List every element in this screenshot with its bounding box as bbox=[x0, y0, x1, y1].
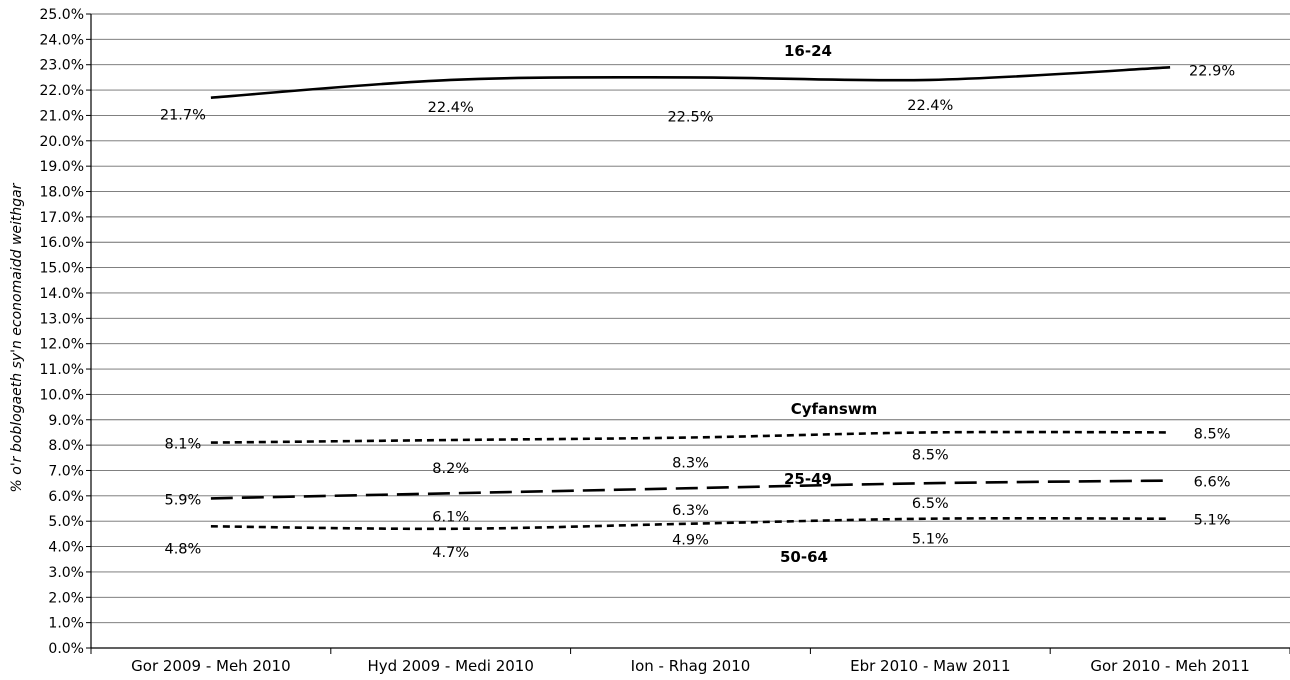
y-tick-label: 1.0% bbox=[48, 616, 84, 632]
series-name-label: 50-64 bbox=[780, 548, 828, 566]
y-tick-label: 6.0% bbox=[48, 489, 84, 505]
data-label: 4.8% bbox=[164, 541, 201, 557]
data-label: 6.3% bbox=[672, 503, 709, 519]
gridlines bbox=[91, 13, 1290, 624]
x-tick-label: Ion - Rhag 2010 bbox=[631, 657, 751, 675]
series-lines bbox=[210, 66, 1171, 531]
series-name-label: Cyfanswm bbox=[791, 400, 878, 418]
x-axis-ticks: Gor 2009 - Meh 2010 Hyd 2009 - Medi 2010 I… bbox=[131, 657, 1250, 675]
y-tick-label: 25.0% bbox=[40, 7, 84, 23]
y-tick-label: 13.0% bbox=[40, 311, 84, 327]
y-tick-label: 21.0% bbox=[40, 108, 84, 124]
y-tick-label: 24.0% bbox=[40, 32, 84, 48]
axes bbox=[86, 13, 1290, 654]
y-tick-label: 19.0% bbox=[40, 159, 84, 175]
data-label: 6.5% bbox=[912, 496, 949, 512]
series-line-16-24 bbox=[210, 66, 1171, 99]
x-tick-label: Ebr 2010 - Maw 2011 bbox=[850, 657, 1010, 675]
data-label: 5.1% bbox=[912, 532, 949, 548]
series-name-label: 16-24 bbox=[784, 42, 832, 60]
y-tick-label: 14.0% bbox=[40, 286, 84, 302]
data-label: 22.4% bbox=[907, 98, 953, 114]
series-names: 16-24 Cyfanswm 25-49 50-64 bbox=[780, 42, 877, 566]
series-line-25-49 bbox=[210, 479, 1171, 500]
data-label: 22.5% bbox=[667, 109, 713, 125]
y-tick-label: 5.0% bbox=[48, 514, 84, 530]
data-labels: 21.7% 22.4% 22.5% 22.4% 22.9% 8.1% 8.2% 8.3% 8.5… bbox=[160, 63, 1235, 561]
y-tick-label: 20.0% bbox=[40, 134, 84, 150]
data-label: 22.9% bbox=[1189, 63, 1235, 79]
y-tick-label: 4.0% bbox=[48, 540, 84, 556]
y-axis-title: % o'r boblogaeth sy'n economaidd weithga… bbox=[9, 182, 25, 492]
data-label: 5.9% bbox=[164, 492, 201, 508]
data-label: 6.1% bbox=[432, 509, 469, 525]
y-tick-label: 11.0% bbox=[40, 362, 84, 378]
y-tick-label: 2.0% bbox=[48, 590, 84, 606]
data-label: 4.7% bbox=[432, 545, 469, 561]
data-label: 22.4% bbox=[428, 100, 474, 116]
y-tick-label: 17.0% bbox=[40, 210, 84, 226]
data-label: 21.7% bbox=[160, 108, 206, 124]
y-tick-label: 7.0% bbox=[48, 463, 84, 479]
y-tick-label: 8.0% bbox=[48, 438, 84, 454]
y-tick-label: 10.0% bbox=[40, 387, 84, 403]
series-name-label: 25-49 bbox=[784, 470, 832, 488]
data-label: 8.3% bbox=[672, 456, 709, 472]
data-label: 8.5% bbox=[912, 447, 949, 463]
data-label: 5.1% bbox=[1194, 513, 1231, 529]
series-line-cyfanswm bbox=[210, 430, 1171, 444]
y-tick-label: 18.0% bbox=[40, 185, 84, 201]
y-tick-label: 15.0% bbox=[40, 261, 84, 277]
x-tick-label: Gor 2009 - Meh 2010 bbox=[131, 657, 290, 675]
x-tick-label: Gor 2010 - Meh 2011 bbox=[1090, 657, 1249, 675]
data-label: 4.9% bbox=[672, 533, 709, 549]
y-tick-label: 22.0% bbox=[40, 83, 84, 99]
y-tick-label: 12.0% bbox=[40, 337, 84, 353]
y-axis-ticks: 0.0% 1.0% 2.0% 3.0% 4.0% 5.0% 6.0% 7.0% 8.0% 9.0%… bbox=[40, 7, 84, 657]
y-tick-label: 23.0% bbox=[40, 58, 84, 74]
y-tick-label: 9.0% bbox=[48, 413, 84, 429]
data-label: 8.5% bbox=[1194, 426, 1231, 442]
data-label: 6.6% bbox=[1194, 475, 1231, 491]
data-label: 8.1% bbox=[164, 437, 201, 453]
series-line-50-64 bbox=[210, 517, 1171, 531]
x-tick-label: Hyd 2009 - Medi 2010 bbox=[368, 657, 534, 675]
data-label: 8.2% bbox=[432, 461, 469, 477]
y-tick-label: 3.0% bbox=[48, 565, 84, 581]
y-tick-label: 0.0% bbox=[48, 641, 84, 657]
y-tick-label: 16.0% bbox=[40, 235, 84, 251]
